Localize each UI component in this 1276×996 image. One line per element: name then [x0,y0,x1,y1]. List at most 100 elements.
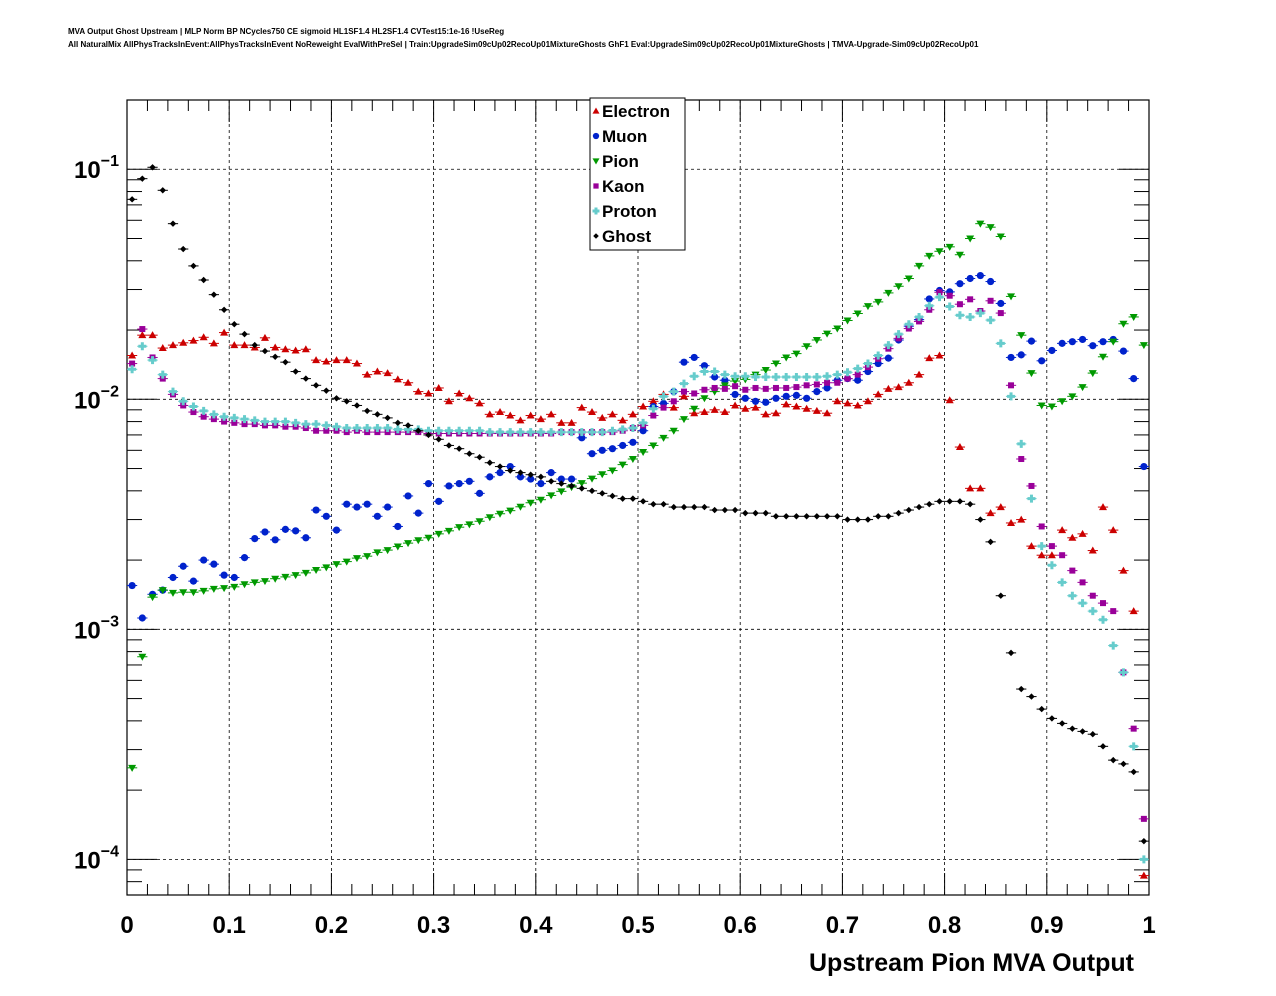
data-point [271,343,280,351]
data-point [823,330,832,338]
data-point [231,321,238,328]
data-point [945,243,954,251]
data-point [598,428,607,437]
data-point [1047,403,1056,411]
data-point [1089,592,1096,599]
data-point [261,347,269,355]
data-point [393,425,402,434]
data-point [220,571,228,579]
data-point [966,274,974,283]
data-point [1059,552,1066,559]
data-point [762,398,770,406]
data-point [700,362,709,370]
data-point [752,509,759,517]
data-point [834,379,841,386]
data-point [261,528,269,536]
data-point [823,409,832,417]
data-point [1130,768,1137,776]
data-point [220,585,229,593]
data-point [1007,392,1016,401]
data-point [404,378,413,386]
data-point [230,413,239,422]
data-point [536,415,545,423]
x-tick-label: 0.8 [928,912,961,939]
data-point [210,560,218,568]
data-point [1058,339,1066,347]
data-point [997,299,1005,308]
x-tick-label: 0.1 [213,912,246,939]
data-point [679,379,688,388]
data-point [639,418,648,427]
grid-lines [127,100,1149,895]
data-point [793,384,800,391]
data-point [691,503,698,511]
data-point [363,500,371,508]
data-point [220,412,229,421]
data-point [588,450,596,458]
data-point [1100,600,1107,607]
legend-label-muon: Muon [602,127,647,146]
data-point [414,387,423,395]
data-point [1099,338,1107,346]
data-point [710,405,719,413]
data-point [537,480,545,488]
data-point [189,577,198,585]
data-point [598,446,606,454]
data-point [506,428,515,437]
data-point [1058,720,1066,727]
data-point [465,521,474,529]
data-point [751,372,760,381]
data-point [1017,439,1026,448]
data-point [802,343,811,351]
data-point [945,302,954,311]
data-point [987,297,994,304]
data-point [578,434,586,442]
data-point [1058,578,1067,587]
data-point [190,262,197,270]
data-point [863,359,872,368]
data-point [955,251,964,259]
data-point [833,325,842,333]
data-point [506,507,515,515]
data-point [139,326,146,333]
data-point [1048,346,1056,355]
data-point [1120,760,1127,768]
data-point [352,359,361,367]
data-point [803,394,811,402]
data-point [1089,342,1097,350]
data-point [312,382,320,389]
data-point [547,478,555,485]
x-tick-label: 0.7 [826,912,859,939]
data-point [210,291,218,298]
data-point [904,275,913,283]
legend-label-electron: Electron [602,102,670,121]
data-point [516,428,525,437]
data-point [189,402,198,411]
data-point [485,514,494,522]
data-point [496,428,505,437]
data-point [526,411,535,419]
data-point [1099,503,1108,511]
data-point [199,587,208,595]
data-point [853,310,862,318]
data-point [486,459,494,466]
data-point [343,500,351,508]
data-point [731,378,740,386]
data-point [373,549,382,557]
header-line-1: MVA Output Ghost Upstream | MLP Norm BP … [68,27,505,36]
data-point [761,367,770,375]
data-point [669,427,678,435]
data-point [639,449,648,457]
data-point [179,562,187,570]
header-line-2: All NaturalMix AllPhysTracksInEvent:AllP… [68,40,979,49]
data-point [966,500,974,508]
data-point [742,509,749,517]
data-point [823,372,832,381]
data-point [199,406,208,415]
data-point [240,415,249,424]
data-point [1129,607,1138,615]
data-point [343,429,350,436]
data-point [1130,725,1137,732]
data-point [292,527,300,535]
data-point [874,513,882,520]
